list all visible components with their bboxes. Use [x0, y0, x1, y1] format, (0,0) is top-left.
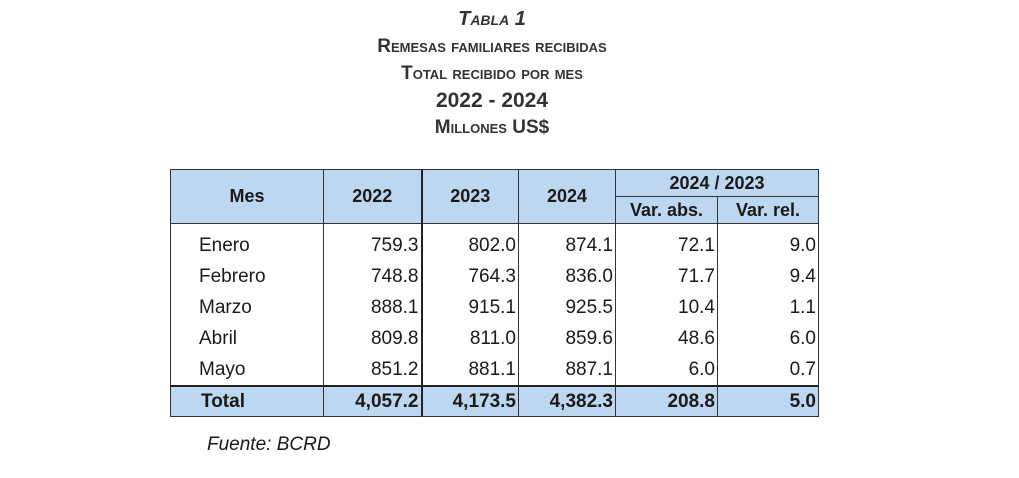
table-row: Marzo 888.1 915.1 925.5 10.4 1.1 — [170, 292, 819, 323]
table-units: Millones US$ — [434, 117, 550, 138]
cell-mes: Enero — [170, 223, 324, 261]
header-row: Mes 2022 2023 2024 2024 / 2023 — [170, 169, 819, 224]
header-var-abs: Var. abs. — [615, 196, 718, 224]
table-title: Remesas familiares recibidas — [377, 36, 607, 57]
table-row: Febrero 748.8 764.3 836.0 71.7 9.4 — [170, 261, 819, 292]
table-title-block: Tabla 1 Remesas familiares recibidas Tot… — [0, 6, 984, 141]
cell-2022: 888.1 — [323, 292, 422, 323]
table-row: Mayo 851.2 881.1 887.1 6.0 0.7 — [170, 354, 819, 386]
total-var-abs: 208.8 — [615, 385, 718, 417]
cell-2023: 915.1 — [420, 292, 519, 323]
table-number: Tabla 1 — [458, 8, 526, 30]
cell-var-abs: 48.6 — [615, 323, 718, 354]
cell-2024: 874.1 — [518, 223, 616, 261]
remittances-table: Mes 2022 2023 2024 2024 / 2023 Var. abs.… — [170, 169, 819, 417]
cell-2023: 764.3 — [420, 261, 519, 292]
table-subtitle: Total recibido por mes — [401, 63, 583, 84]
table-row: Abril 809.8 811.0 859.6 48.6 6.0 — [170, 323, 819, 354]
cell-var-abs: 10.4 — [615, 292, 718, 323]
cell-2023: 881.1 — [420, 354, 519, 386]
cell-var-abs: 6.0 — [615, 354, 718, 386]
cell-2024: 925.5 — [518, 292, 616, 323]
cell-var-rel: 0.7 — [717, 354, 819, 386]
cell-mes: Febrero — [170, 261, 324, 292]
cell-2022: 759.3 — [323, 223, 422, 261]
source-note: Fuente: BCRD — [207, 434, 331, 455]
table-period: 2022 - 2024 — [435, 89, 549, 112]
cell-mes: Mayo — [170, 354, 324, 386]
cell-var-abs: 71.7 — [615, 261, 718, 292]
header-variation-group: 2024 / 2023 — [615, 169, 819, 197]
header-var-rel: Var. rel. — [717, 196, 819, 224]
header-mes: Mes — [170, 169, 324, 224]
total-2024: 4,382.3 — [518, 385, 616, 417]
header-2023: 2023 — [420, 169, 519, 224]
header-2022: 2022 — [323, 169, 422, 224]
cell-var-abs: 72.1 — [615, 223, 718, 261]
total-label: Total — [170, 385, 324, 417]
total-2023: 4,173.5 — [420, 385, 519, 417]
cell-2024: 887.1 — [518, 354, 616, 386]
cell-2022: 748.8 — [323, 261, 422, 292]
total-var-rel: 5.0 — [717, 385, 819, 417]
cell-2024: 859.6 — [518, 323, 616, 354]
cell-mes: Marzo — [170, 292, 324, 323]
cell-var-rel: 6.0 — [717, 323, 819, 354]
total-row: Total 4,057.2 4,173.5 4,382.3 208.8 5.0 — [170, 385, 819, 417]
cell-2022: 809.8 — [323, 323, 422, 354]
cell-var-rel: 1.1 — [717, 292, 819, 323]
cell-2024: 836.0 — [518, 261, 616, 292]
cell-2023: 811.0 — [420, 323, 519, 354]
total-2022: 4,057.2 — [323, 385, 422, 417]
cell-2023: 802.0 — [420, 223, 519, 261]
table-row: Enero 759.3 802.0 874.1 72.1 9.0 — [170, 223, 819, 261]
cell-mes: Abril — [170, 323, 324, 354]
cell-var-rel: 9.4 — [717, 261, 819, 292]
cell-var-rel: 9.0 — [717, 223, 819, 261]
header-subrow: Var. abs. Var. rel. — [171, 196, 819, 224]
header-2024: 2024 — [518, 169, 616, 224]
cell-2022: 851.2 — [323, 354, 422, 386]
